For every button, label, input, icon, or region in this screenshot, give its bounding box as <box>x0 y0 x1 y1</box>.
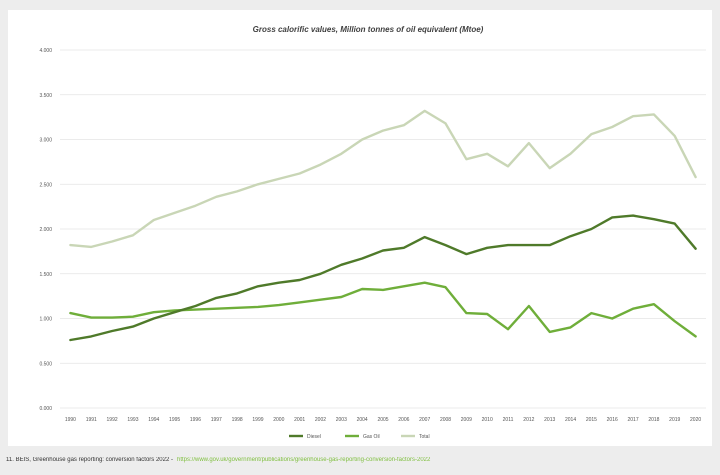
y-tick-label: 2.500 <box>39 182 52 188</box>
x-tick-label: 2020 <box>690 417 701 423</box>
x-tick-label: 1992 <box>107 417 118 423</box>
footnote-link[interactable]: https://www.gov.uk/government/publicatio… <box>176 457 431 463</box>
y-tick-label: 0.000 <box>39 406 52 412</box>
y-tick-label: 1.000 <box>39 317 52 323</box>
x-tick-label: 1993 <box>127 417 138 423</box>
y-tick-label: 4.000 <box>39 48 52 54</box>
x-tick-label: 2004 <box>357 417 368 423</box>
grid-lines <box>60 49 706 409</box>
x-tick-label: 2001 <box>294 417 305 423</box>
legend-label: Total <box>419 434 430 440</box>
x-tick-label: 2005 <box>377 417 388 423</box>
footnote-text: 11. BEIS, Greenhouse gas reporting: conv… <box>6 457 173 463</box>
x-tick-label: 1990 <box>65 417 76 423</box>
x-tick-label: 2000 <box>273 417 284 423</box>
legend-label: Diesel <box>307 434 321 440</box>
footnote: 11. BEIS, Greenhouse gas reporting: conv… <box>6 457 714 471</box>
x-tick-label: 2018 <box>648 417 659 423</box>
x-tick-label: 2009 <box>461 417 472 423</box>
x-tick-label: 2007 <box>419 417 430 423</box>
x-tick-label: 2010 <box>482 417 493 423</box>
x-tick-label: 1997 <box>211 417 222 423</box>
series-lines <box>69 109 697 342</box>
series-line-gas-oil <box>69 281 697 338</box>
y-tick-label: 2.000 <box>39 227 52 233</box>
x-tick-label: 2006 <box>398 417 409 423</box>
y-tick-label: 0.500 <box>39 361 52 367</box>
x-tick-label: 2015 <box>586 417 597 423</box>
x-tick-label: 2016 <box>607 417 618 423</box>
x-tick-label: 1995 <box>169 417 180 423</box>
x-tick-label: 2011 <box>503 417 514 423</box>
x-tick-label: 2019 <box>669 417 680 423</box>
x-tick-label: 1999 <box>252 417 263 423</box>
x-tick-label: 2002 <box>315 417 326 423</box>
series-line-total <box>69 109 697 249</box>
chart-panel: Gross calorific values, Million tonnes o… <box>8 10 712 446</box>
line-chart: Gross calorific values, Million tonnes o… <box>39 25 706 440</box>
legend: Diesel Gas Oil Total <box>289 434 430 440</box>
y-tick-label: 1.500 <box>39 272 52 278</box>
y-tick-label: 3.000 <box>39 138 52 144</box>
x-tick-label: 1994 <box>148 417 159 423</box>
x-tick-label: 2017 <box>628 417 639 423</box>
x-tick-label: 2008 <box>440 417 451 423</box>
y-tick-label: 3.500 <box>39 93 52 99</box>
x-tick-label: 2003 <box>336 417 347 423</box>
y-axis: 0.000 0.500 1.000 1.500 2.000 2.500 3.000 3.500… <box>39 48 52 412</box>
x-tick-label: 1998 <box>232 417 243 423</box>
x-tick-label: 1991 <box>86 417 97 423</box>
legend-label: Gas Oil <box>363 434 380 440</box>
x-tick-label: 1996 <box>190 417 201 423</box>
x-tick-label: 2013 <box>544 417 555 423</box>
x-tick-label: 2012 <box>523 417 534 423</box>
series-line-diesel <box>69 214 697 342</box>
chart-title: Gross calorific values, Million tonnes o… <box>253 25 484 34</box>
x-tick-label: 2014 <box>565 417 576 423</box>
x-axis: 1990 1991 1992 1993 1994 1995 1996 1997 1998 1999… <box>65 417 702 423</box>
